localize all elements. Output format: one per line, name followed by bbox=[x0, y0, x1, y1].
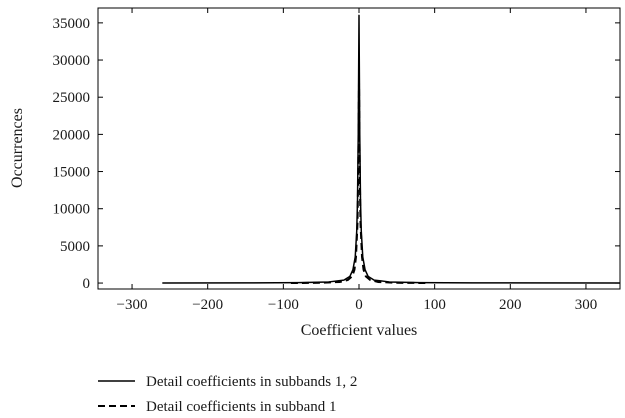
y-tick-label: 0 bbox=[83, 276, 91, 292]
y-tick-label: 20000 bbox=[53, 127, 91, 143]
y-tick-label: 15000 bbox=[53, 165, 91, 181]
legend-label-dashed: Detail coefficients in subband 1 bbox=[146, 399, 337, 415]
x-tick-label: 0 bbox=[355, 297, 363, 313]
x-tick-label: 200 bbox=[499, 297, 522, 313]
y-tick-label: 35000 bbox=[53, 16, 91, 32]
tick-labels: −300 −200 −100 0 100 200 300 0 5000 10000 15000 200… bbox=[53, 16, 598, 313]
x-tick-label: 100 bbox=[423, 297, 446, 313]
legend: Detail coefficients in subbands 1, 2 Det… bbox=[98, 374, 357, 415]
x-tick-label: 300 bbox=[575, 297, 598, 313]
x-tick-label: −200 bbox=[192, 297, 223, 313]
y-tick-label: 25000 bbox=[53, 90, 91, 106]
x-tick-label: −100 bbox=[268, 297, 299, 313]
ticks bbox=[98, 8, 620, 289]
series-line-dashed bbox=[290, 81, 428, 285]
legend-label-solid: Detail coefficients in subbands 1, 2 bbox=[146, 374, 357, 390]
x-axis-label: Coefficient values bbox=[301, 322, 418, 339]
y-tick-label: 10000 bbox=[53, 202, 91, 218]
series-line-solid bbox=[162, 14, 621, 284]
x-tick-label: −300 bbox=[117, 297, 148, 313]
y-axis-label: Occurrences bbox=[9, 108, 26, 188]
y-tick-label: 30000 bbox=[53, 53, 91, 69]
y-tick-label: 5000 bbox=[60, 239, 90, 255]
series-layer bbox=[162, 14, 621, 285]
